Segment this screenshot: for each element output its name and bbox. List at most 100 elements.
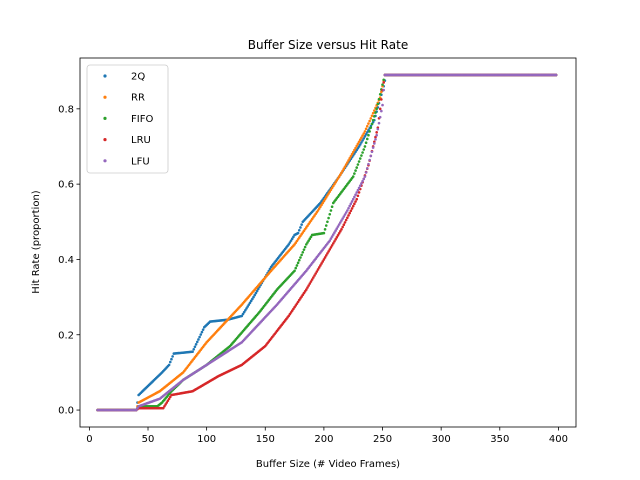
data-point — [380, 90, 383, 94]
data-point — [331, 233, 335, 236]
data-point — [364, 133, 368, 136]
data-point — [287, 243, 291, 246]
data-point — [339, 230, 342, 233]
y-tick-label: 0.2 — [58, 330, 74, 341]
data-point — [382, 81, 386, 84]
data-point — [365, 124, 369, 128]
data-point — [328, 190, 332, 193]
data-point — [354, 146, 357, 150]
data-point — [327, 250, 330, 253]
legend-label-fifo: FIFO — [131, 114, 153, 125]
data-point — [171, 355, 174, 358]
data-point — [371, 118, 375, 122]
data-point — [314, 272, 317, 275]
y-tick-label: 0.4 — [58, 255, 74, 266]
data-point — [377, 121, 381, 125]
data-point — [343, 221, 347, 224]
data-point — [340, 219, 343, 222]
data-point — [339, 221, 342, 224]
data-point — [255, 289, 259, 293]
data-point — [357, 191, 361, 194]
data-point — [319, 205, 322, 209]
data-point — [374, 111, 377, 114]
data-point — [347, 206, 350, 210]
data-point — [170, 357, 173, 361]
data-point — [241, 312, 245, 316]
data-point — [201, 328, 205, 331]
data-point — [244, 308, 247, 312]
data-point — [340, 228, 343, 231]
legend-marker-2q — [103, 74, 107, 78]
data-point — [327, 216, 330, 220]
data-point — [342, 167, 346, 170]
data-point — [360, 136, 363, 139]
data-point — [382, 78, 386, 82]
data-point — [375, 133, 378, 137]
data-point — [300, 223, 303, 226]
data-point — [328, 212, 332, 216]
data-point — [348, 204, 351, 208]
data-point — [371, 111, 375, 115]
data-point — [335, 227, 339, 230]
data-point — [376, 102, 380, 106]
data-point — [344, 163, 348, 166]
data-point — [320, 262, 323, 265]
data-point — [349, 154, 353, 158]
data-point — [348, 211, 351, 215]
data-point — [363, 130, 367, 133]
data-point — [294, 266, 298, 270]
data-point — [320, 203, 323, 207]
data-point — [164, 403, 167, 406]
data-point — [363, 135, 367, 138]
data-point — [351, 150, 355, 154]
data-point — [370, 114, 374, 118]
y-axis-label: Hit Rate (proportion) — [31, 190, 42, 293]
data-point — [251, 297, 254, 301]
data-point — [341, 169, 344, 173]
data-point — [312, 276, 315, 279]
data-point — [342, 223, 346, 226]
data-point — [316, 268, 320, 271]
data-point — [296, 231, 300, 235]
data-point — [324, 254, 328, 257]
data-point — [193, 345, 197, 349]
data-point — [346, 209, 349, 212]
data-point — [351, 204, 355, 208]
data-point — [317, 207, 321, 210]
data-point — [136, 406, 139, 410]
legend-marker-fifo — [103, 116, 107, 120]
data-point — [368, 158, 371, 162]
data-point — [333, 182, 336, 186]
data-point — [313, 274, 316, 277]
data-point — [334, 180, 337, 184]
data-point — [349, 209, 353, 213]
data-point — [355, 191, 359, 194]
data-point — [192, 347, 196, 351]
data-point — [330, 205, 334, 209]
legend-label-lfu: LFU — [131, 156, 150, 167]
y-tick-label: 0.8 — [58, 104, 74, 115]
data-point — [350, 207, 354, 210]
data-point — [317, 266, 321, 269]
data-point — [357, 140, 361, 144]
data-point — [365, 130, 369, 134]
data-point — [198, 335, 201, 339]
data-point — [290, 237, 294, 241]
data-point — [293, 269, 296, 273]
data-point — [246, 305, 249, 308]
data-point — [351, 175, 355, 178]
data-point — [323, 197, 327, 201]
data-point — [306, 286, 309, 289]
plot-frame — [79, 57, 577, 428]
data-point — [360, 141, 363, 144]
legend-label-2q: 2Q — [131, 72, 145, 83]
data-point — [326, 220, 329, 224]
data-point — [165, 401, 169, 404]
data-point — [361, 151, 364, 154]
data-point — [354, 169, 357, 172]
data-point — [357, 160, 361, 163]
data-point — [381, 103, 384, 107]
data-point — [191, 350, 194, 353]
data-point — [375, 107, 378, 111]
